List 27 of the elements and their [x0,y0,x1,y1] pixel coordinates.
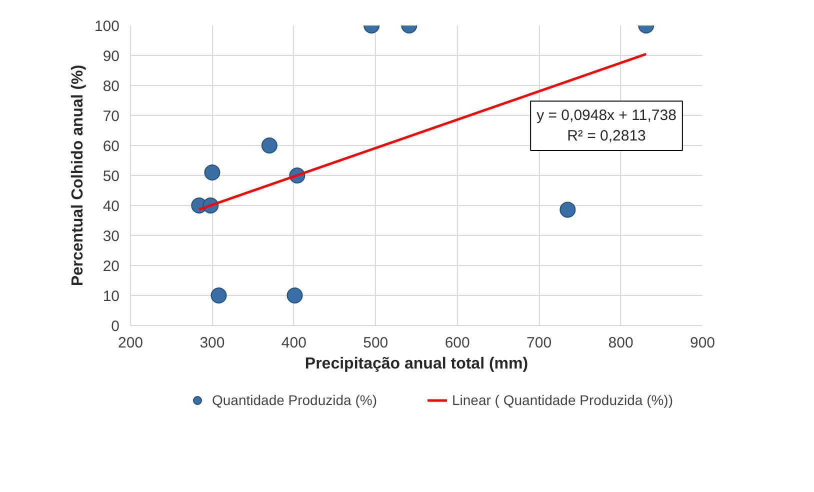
point [560,202,576,218]
y-tick-label: 10 [102,288,120,305]
y-tick-label: 60 [102,138,120,155]
legend-label: Linear ( Quantidade Produzida (%)) [452,392,674,408]
x-tick-label: 300 [200,334,225,352]
x-tick-label: 700 [526,334,552,352]
point [261,138,278,154]
y-tick-label: 30 [102,228,120,245]
x-tick-label: 200 [118,334,144,352]
x-tick-label: 500 [363,334,388,352]
legend-label: Quantidade Produzida (%) [212,392,377,408]
y-tick-label: 0 [111,318,120,335]
y-tick-label: 50 [102,168,120,185]
y-axis-title: Percentual Colhido anual (%) [69,64,86,286]
y-tick-label: 40 [102,198,120,215]
x-axis-title: Precipitação anual total (mm) [304,356,528,372]
x-tick-label: 900 [690,334,716,352]
y-tick-label: 80 [102,78,120,95]
y-tick-label: 90 [102,48,120,65]
point [204,164,220,180]
x-tick-label: 800 [608,334,634,352]
y-tick-label: 20 [102,258,120,275]
y-tick-label: 100 [94,18,120,35]
y-tick-label: 70 [102,108,120,125]
x-tick-label: 400 [281,334,306,352]
x-tick-label: 600 [444,334,470,352]
annotation: y = 0,0948x + 11,738 R² = 0,2813 [536,107,676,144]
